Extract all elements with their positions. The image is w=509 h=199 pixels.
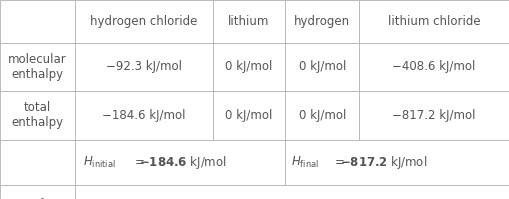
Bar	[75, 43, 213, 91]
Text: 0 kJ/mol: 0 kJ/mol	[225, 109, 273, 122]
Bar	[0, 43, 75, 91]
Text: hydrogen chloride: hydrogen chloride	[91, 15, 197, 28]
Bar	[0, 185, 75, 199]
Bar	[285, 0, 359, 43]
Bar	[359, 43, 509, 91]
Bar	[285, 43, 359, 91]
Text: −92.3 kJ/mol: −92.3 kJ/mol	[106, 60, 182, 73]
Text: lithium chloride: lithium chloride	[388, 15, 480, 28]
Text: $=$: $=$	[128, 156, 148, 169]
Bar	[75, 91, 213, 140]
Bar	[285, 140, 509, 185]
Text: molecular
enthalpy: molecular enthalpy	[8, 53, 67, 81]
Bar	[0, 0, 75, 43]
Text: hydrogen: hydrogen	[294, 15, 350, 28]
Bar	[0, 140, 75, 185]
Bar	[0, 91, 75, 140]
Bar	[285, 91, 359, 140]
Text: $\bf{-817.2}$ kJ/mol: $\bf{-817.2}$ kJ/mol	[340, 154, 428, 171]
Bar	[213, 91, 285, 140]
Text: 0 kJ/mol: 0 kJ/mol	[298, 109, 346, 122]
Bar	[75, 140, 285, 185]
Text: total
enthalpy: total enthalpy	[12, 101, 64, 129]
Text: −408.6 kJ/mol: −408.6 kJ/mol	[392, 60, 476, 73]
Text: $H_{\rm final}$: $H_{\rm final}$	[291, 155, 319, 170]
Text: $\bf{-184.6}$ kJ/mol: $\bf{-184.6}$ kJ/mol	[139, 154, 227, 171]
Text: 0 kJ/mol: 0 kJ/mol	[298, 60, 346, 73]
Bar	[75, 185, 509, 199]
Text: $H_{\rm initial}$: $H_{\rm initial}$	[83, 155, 116, 170]
Text: lithium: lithium	[228, 15, 270, 28]
Bar	[213, 0, 285, 43]
Bar	[359, 91, 509, 140]
Text: −817.2 kJ/mol: −817.2 kJ/mol	[392, 109, 476, 122]
Text: $=$: $=$	[328, 156, 349, 169]
Text: −184.6 kJ/mol: −184.6 kJ/mol	[102, 109, 186, 122]
Bar	[213, 43, 285, 91]
Text: $\Delta H^0_{\rm rxn}$: $\Delta H^0_{\rm rxn}$	[22, 197, 53, 199]
Text: 0 kJ/mol: 0 kJ/mol	[225, 60, 273, 73]
Bar	[359, 0, 509, 43]
Bar	[75, 0, 213, 43]
